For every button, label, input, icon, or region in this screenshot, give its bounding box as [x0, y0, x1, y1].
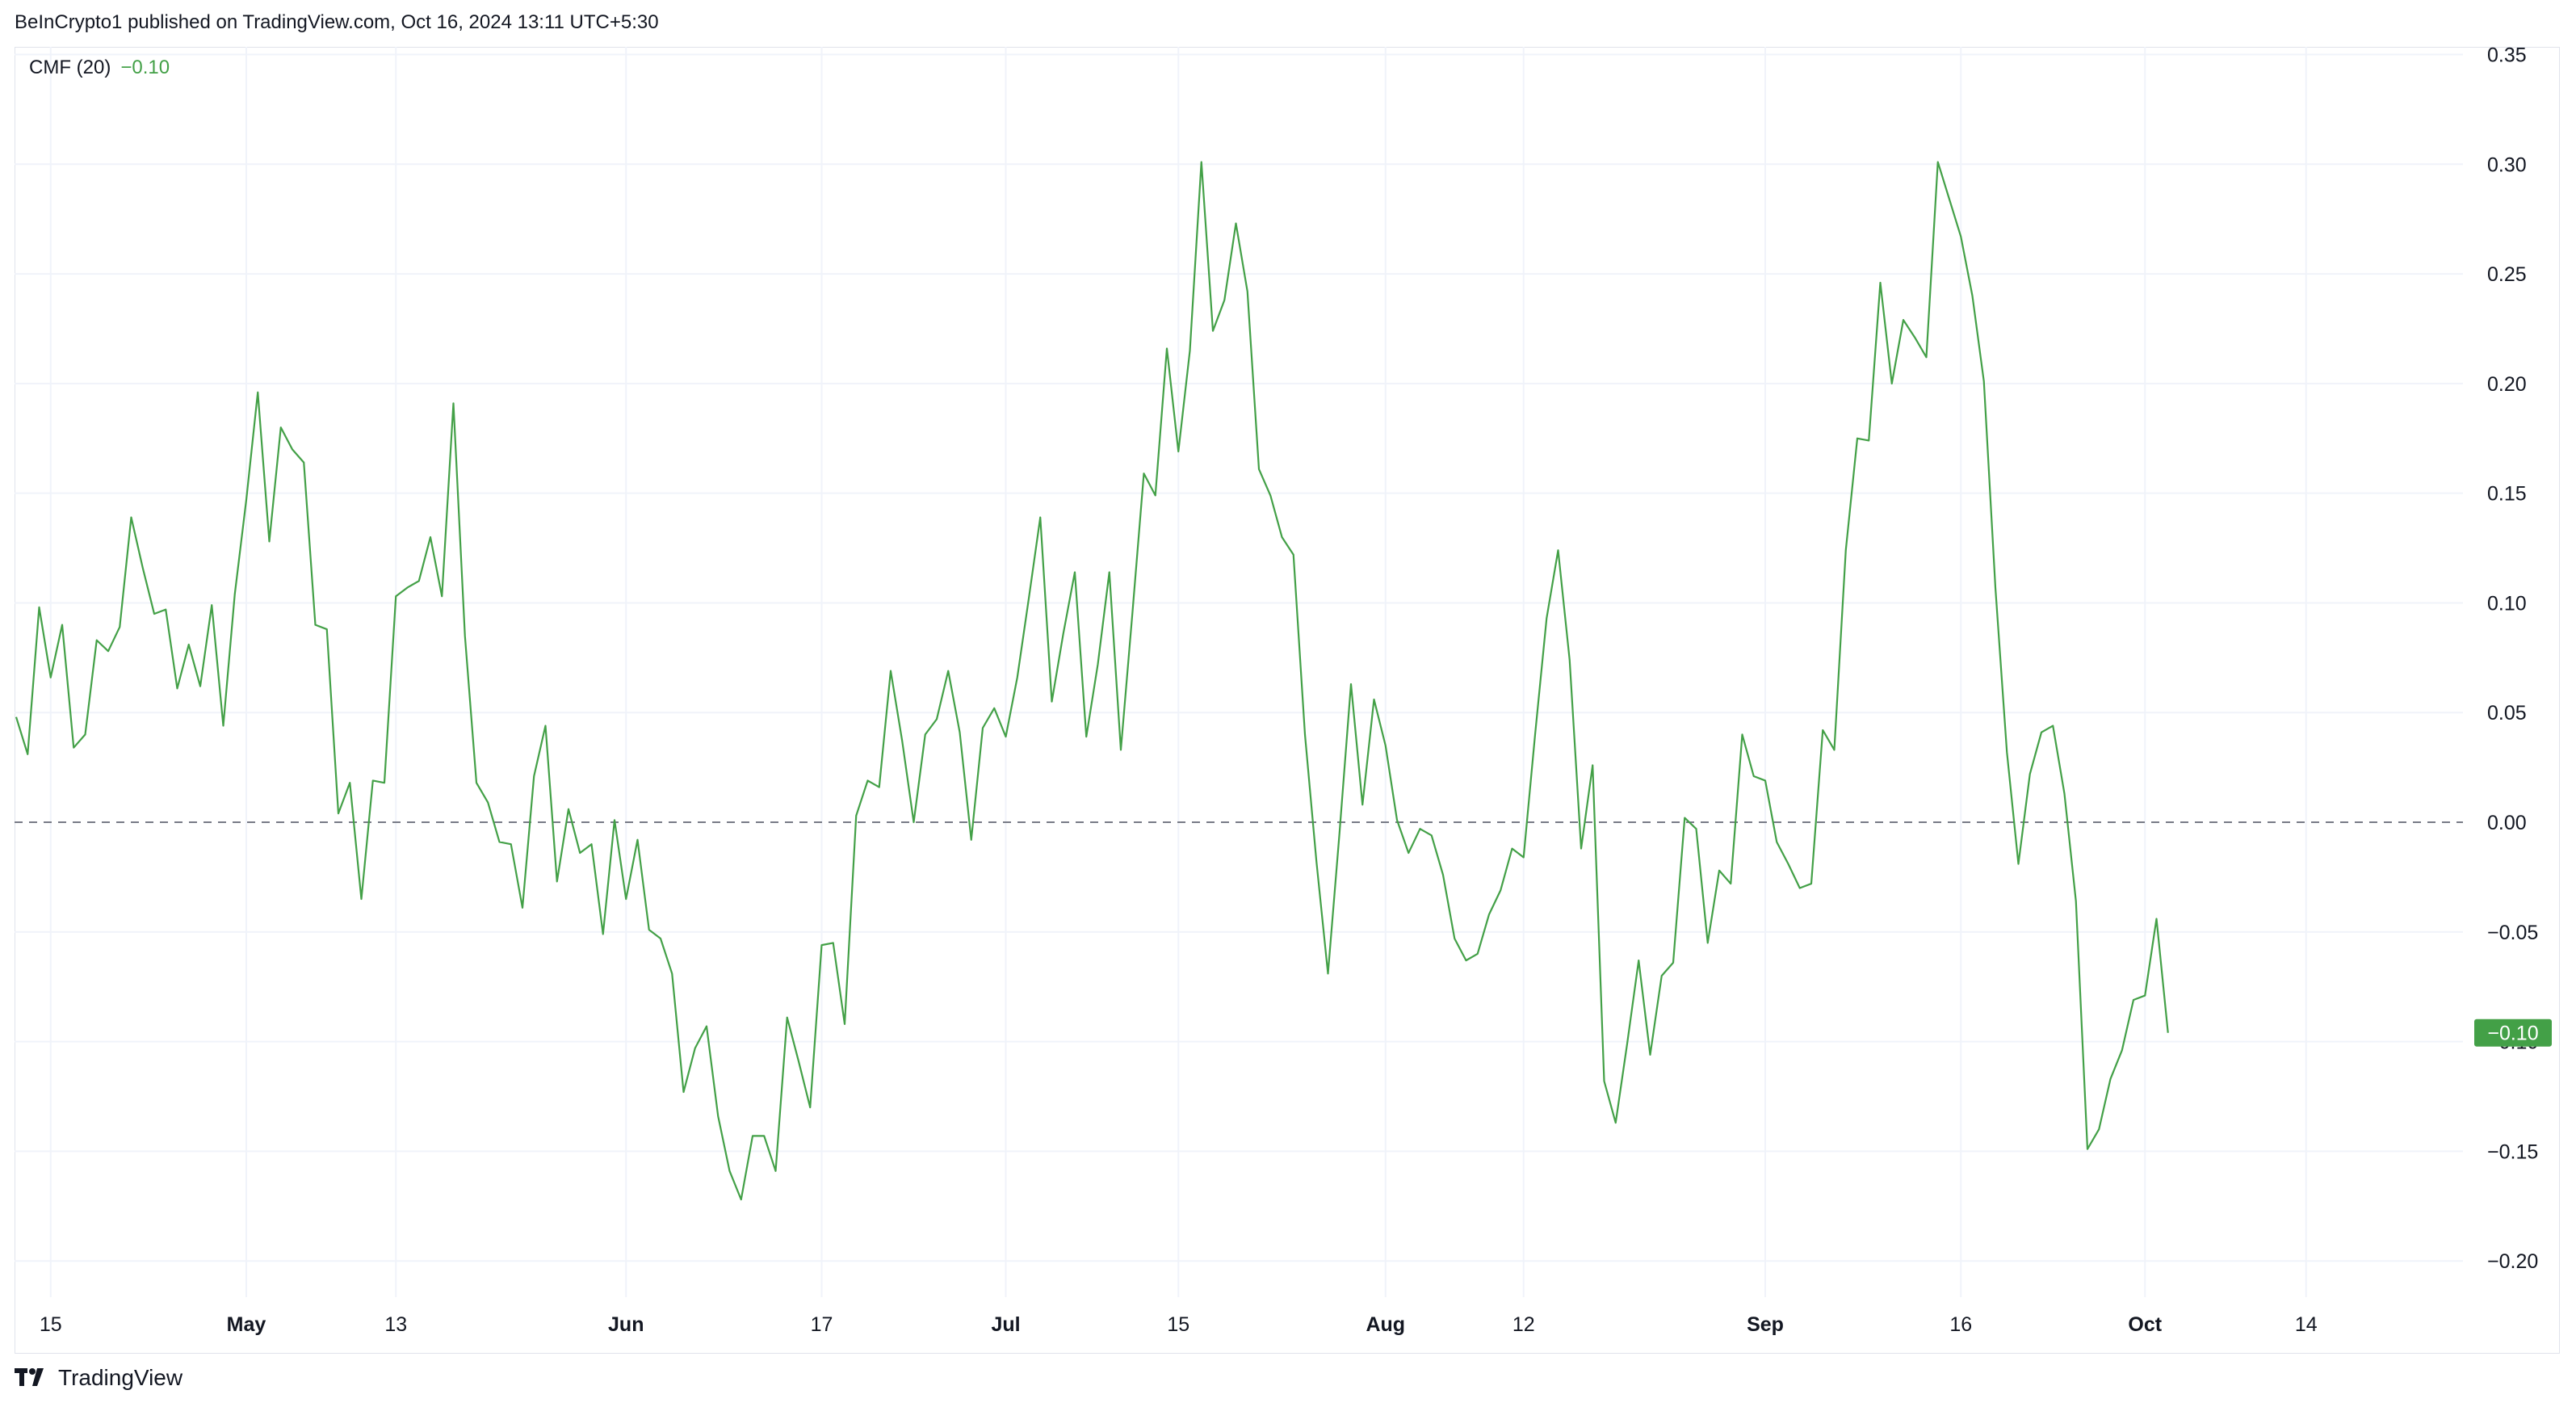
indicator-name: CMF (20)	[29, 57, 111, 78]
x-tick-label: 13	[384, 1313, 407, 1336]
x-tick-label: 15	[40, 1313, 62, 1336]
x-tick-label: May	[227, 1313, 266, 1336]
x-tick-label: Sep	[1747, 1313, 1784, 1336]
x-tick-label: 12	[1512, 1313, 1535, 1336]
last-value-label: −0.10	[2487, 1023, 2538, 1045]
y-tick-label: −0.20	[2487, 1250, 2538, 1273]
y-tick-label: −0.15	[2487, 1140, 2538, 1163]
last-value-badge	[2474, 1018, 2552, 1047]
brand-footer[interactable]: TradingView	[15, 1365, 183, 1391]
y-tick-label: 0.00	[2487, 812, 2527, 834]
indicator-value: −0.10	[120, 57, 170, 78]
grid-layer	[15, 47, 2463, 1297]
chart-frame	[15, 47, 2560, 1354]
y-tick-label: 0.10	[2487, 592, 2527, 615]
cmf-series-line[interactable]	[15, 161, 2169, 1201]
y-tick-label: 0.30	[2487, 153, 2527, 176]
x-tick-label: Jun	[608, 1313, 644, 1336]
x-tick-label: Aug	[1366, 1313, 1405, 1336]
y-tick-label: 0.15	[2487, 483, 2527, 506]
tradingview-logo-icon	[15, 1368, 44, 1386]
brand-name: TradingView	[58, 1365, 183, 1390]
y-tick-label: −0.05	[2487, 922, 2538, 944]
x-tick-label: 15	[1167, 1313, 1189, 1336]
x-tick-label: Jul	[991, 1313, 1020, 1336]
y-tick-label: 0.25	[2487, 263, 2527, 286]
x-tick-label: Oct	[2128, 1313, 2162, 1336]
series-layer	[15, 161, 2169, 1201]
y-tick-label: 0.05	[2487, 702, 2527, 724]
x-tick-label: 17	[811, 1313, 833, 1336]
indicator-legend[interactable]: CMF (20) −0.10	[29, 57, 170, 79]
x-tick-label: 14	[2295, 1313, 2318, 1336]
x-tick-label: 16	[1949, 1313, 1972, 1336]
y-axis: 0.35 0.30 0.25 0.20 0.15 0.10 0.05 0.00 −0.05 −0.…	[2487, 44, 2538, 1274]
publish-info: BeInCrypto1 published on TradingView.com…	[15, 11, 659, 33]
y-tick-label: 0.20	[2487, 373, 2527, 396]
x-axis: 15 May 13 Jun 17 Jul 15 Aug 12 Sep 16 Oct 14	[40, 1313, 2318, 1336]
y-tick-label: 0.35	[2487, 44, 2527, 67]
last-value-badge-layer: −0.10	[2474, 1018, 2552, 1047]
